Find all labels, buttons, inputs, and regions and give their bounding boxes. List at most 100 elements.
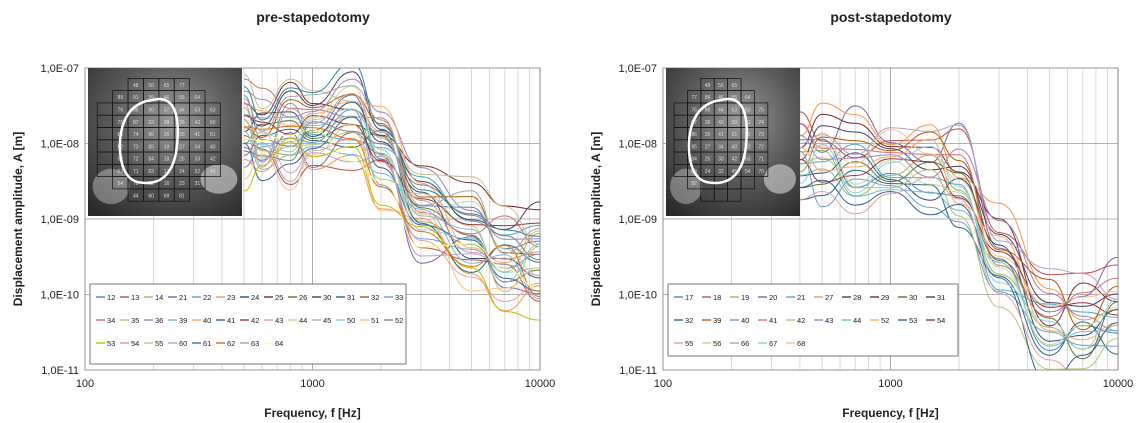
legend-label: 56: [713, 339, 721, 348]
photo-grid-number: 48: [133, 83, 139, 89]
photo-grid-number: 86: [691, 132, 697, 138]
photo-grid-number: 51: [732, 132, 738, 138]
legend-label: 64: [275, 339, 283, 348]
series-line-36: [243, 78, 540, 240]
legend-label: 61: [203, 339, 211, 348]
photo-grid-number: 74: [758, 120, 764, 126]
legend-label: 62: [227, 339, 235, 348]
legend-item-66: 66: [730, 339, 749, 348]
legend-item-55: 55: [144, 339, 163, 348]
photo-grid-number: 85: [691, 144, 697, 150]
legend-item-50: 50: [336, 316, 355, 325]
photo-grid-number: 63: [745, 108, 751, 114]
legend-item-30: 30: [898, 293, 917, 302]
legend-item-52: 52: [384, 316, 403, 325]
legend-label: 41: [769, 316, 777, 325]
legend-item-12: 12: [96, 293, 115, 302]
legend-label: 27: [825, 293, 833, 302]
y-axis-label: Displacement amplitude, A [m]: [589, 132, 603, 306]
inset-photo: 48 56 65 77 89 91 39 46 55 64 76 88 90 37 44 53 63 75 87 93…: [88, 68, 242, 216]
series-line-42: [243, 114, 540, 227]
photo-grid-number: 76: [691, 108, 697, 114]
legend-label: 29: [881, 293, 889, 302]
chart-panel-post: 1,0E-11 1,0E-10 1,0E-09 1,0E-08 1,0E-07 100 10…: [589, 9, 1133, 420]
photo-grid-number: 44: [179, 108, 185, 114]
photo-grid-number: 82: [691, 181, 697, 187]
photo-grid-number: 63: [745, 157, 751, 163]
photo-grid-number: 64: [745, 95, 751, 101]
legend-item-42: 42: [240, 316, 259, 325]
x-axis-label: Frequency, f [Hz]: [264, 406, 360, 420]
photo-grid-number: 65: [164, 83, 170, 89]
photo-grid-number: 25: [705, 157, 711, 163]
photo-grid-number: 44: [718, 108, 724, 114]
photo-highlight: [670, 168, 703, 205]
series-line-56: [799, 132, 1118, 346]
series-line-31: [243, 128, 540, 273]
series-line-55: [799, 176, 1068, 370]
legend-item-54: 54: [120, 339, 139, 348]
legend-label: 43: [275, 316, 283, 325]
legend-item-22: 22: [192, 293, 211, 302]
photo-grid-number: 75: [758, 108, 764, 114]
legend-label: 22: [203, 293, 211, 302]
legend-label: 35: [131, 316, 139, 325]
photo-grid-number: 16: [164, 181, 170, 187]
legend-item-33: 33: [384, 293, 403, 302]
legend-item-31: 31: [336, 293, 355, 302]
legend-item-23: 23: [216, 293, 235, 302]
y-tick-label: 1,0E-08: [40, 139, 79, 151]
legend-item-30: 30: [312, 293, 331, 302]
photo-grid-number: 53: [732, 108, 738, 114]
photo-grid-number: 73: [133, 144, 139, 150]
legend: 17 18 19 20 21 27 28 29 30 31 32 39 40 41 42 43 44 52 53 54…: [667, 283, 959, 357]
photo-grid-number: 64: [195, 95, 201, 101]
legend-label: 18: [713, 293, 721, 302]
photo-grid-number: 65: [732, 83, 738, 89]
legend-label: 25: [275, 293, 283, 302]
photo-grid-number: 56: [718, 83, 724, 89]
legend-label: 54: [937, 316, 945, 325]
legend-item-13: 13: [120, 293, 139, 302]
legend-item-68: 68: [786, 339, 805, 348]
y-tick-label: 1,0E-09: [618, 214, 657, 226]
legend-label: 31: [347, 293, 355, 302]
legend-item-34: 34: [96, 316, 115, 325]
legend-label: 21: [797, 293, 805, 302]
y-tick-label: 1,0E-07: [40, 63, 79, 75]
photo-grid-number: 85: [148, 144, 154, 150]
photo-grid-number: 50: [210, 120, 216, 126]
legend-label: 55: [155, 339, 163, 348]
photo-grid-number: 39: [148, 95, 154, 101]
y-tick-label: 1,0E-11: [619, 365, 657, 377]
photo-grid-number: 32: [195, 169, 201, 175]
legend-label: 53: [909, 316, 917, 325]
legend-label: 40: [741, 316, 749, 325]
chart-title: pre-stapedotomy: [256, 9, 370, 25]
photo-grid-number: 91: [133, 95, 139, 101]
photo-grid-number: 53: [195, 108, 201, 114]
photo-grid-number: 26: [164, 132, 170, 138]
x-tick-label: 1000: [878, 378, 902, 390]
legend-item-45: 45: [312, 316, 331, 325]
legend-label: 43: [825, 316, 833, 325]
photo-grid-number: 46: [164, 95, 170, 101]
legend: 12 13 14 21 22 23 24 25 26 30 31 32 33 34 35 36 39 40 41 42…: [89, 283, 407, 365]
photo-grid-number: 76: [118, 108, 124, 114]
legend-label: 68: [797, 339, 805, 348]
photo-grid-number: 55: [732, 95, 738, 101]
photo-highlight: [200, 164, 238, 194]
legend-label: 55: [685, 339, 693, 348]
legend-label: 26: [299, 293, 307, 302]
photo-grid-number: 63: [210, 108, 216, 114]
photo-grid-number: 40: [210, 144, 216, 150]
legend-item-61: 61: [192, 339, 211, 348]
x-tick-label: 10000: [1103, 378, 1134, 390]
y-axis-label: Displacement amplitude, A [m]: [11, 132, 25, 306]
series-line-52: [243, 121, 540, 261]
legend-item-55: 55: [674, 339, 693, 348]
photo-grid-number: 77: [179, 83, 185, 89]
legend-item-39: 39: [702, 316, 721, 325]
photo-grid-number: 43: [195, 120, 201, 126]
